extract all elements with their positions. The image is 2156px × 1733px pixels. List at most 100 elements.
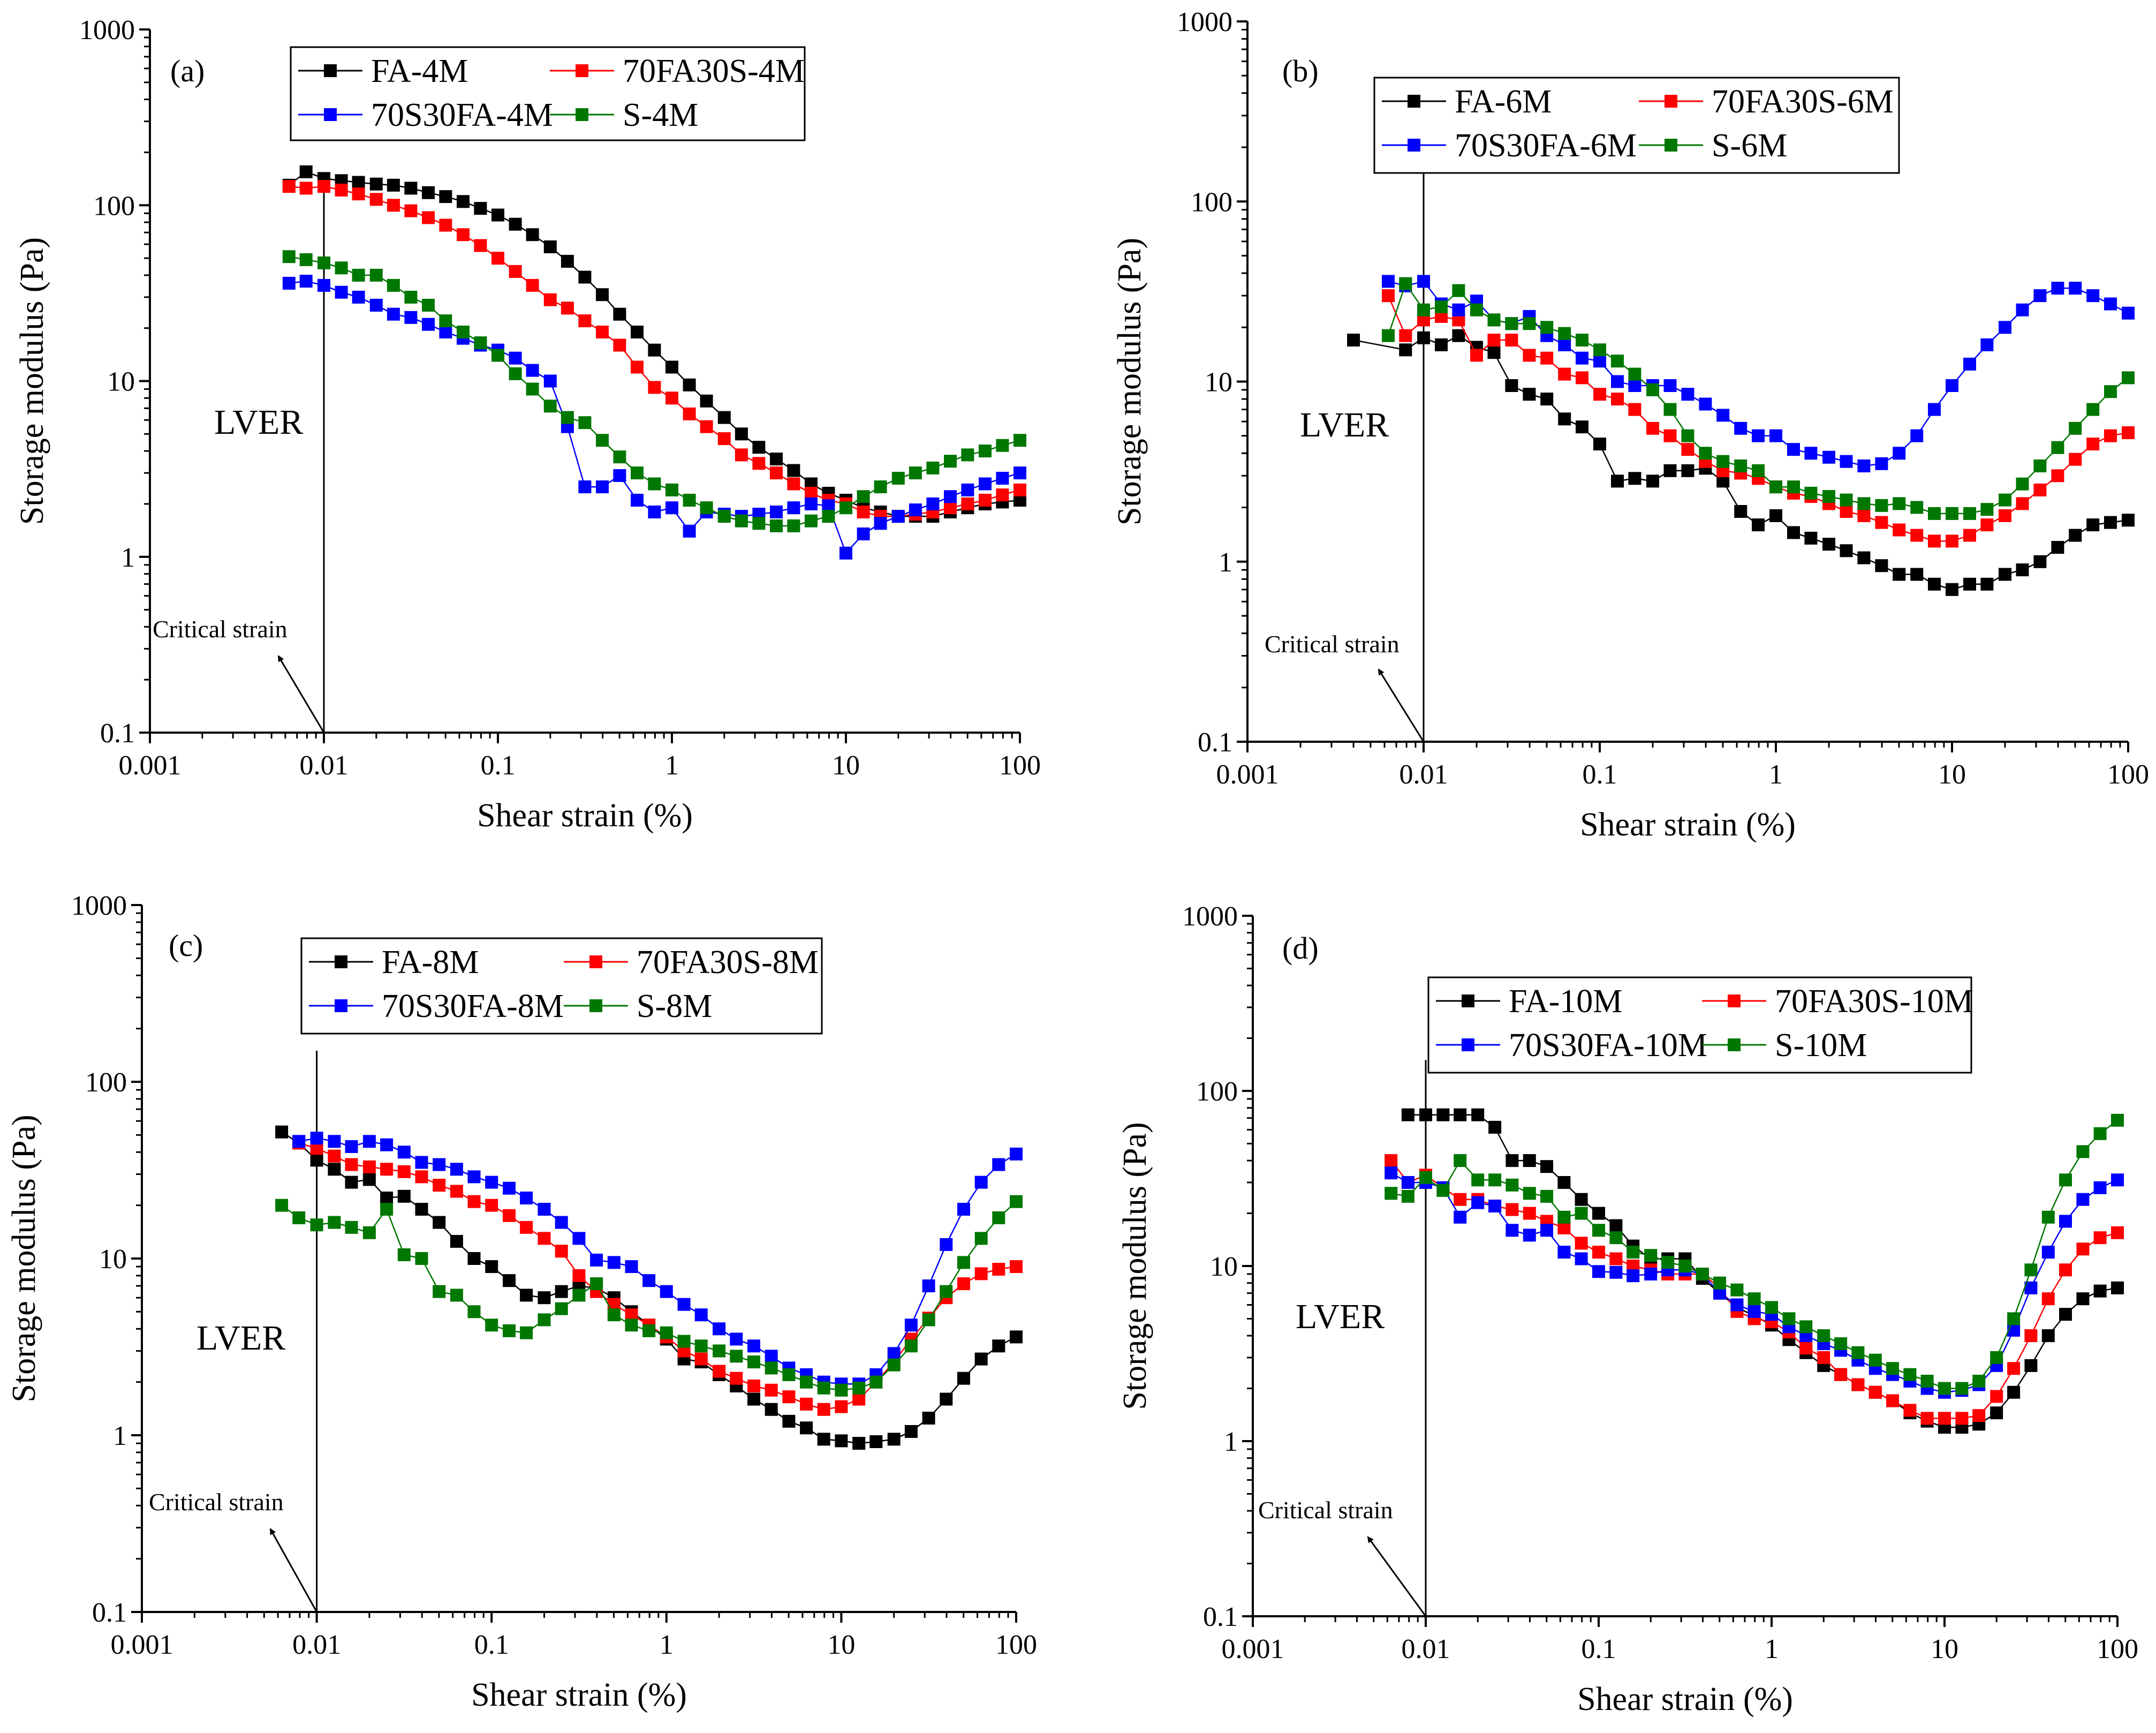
data-point [2093, 1231, 2107, 1245]
data-point [380, 1192, 394, 1204]
data-point [397, 1165, 411, 1178]
data-point [2059, 1173, 2072, 1187]
data-point [1875, 499, 1888, 512]
data-point [694, 1308, 708, 1322]
data-point [1928, 403, 1941, 416]
data-point [1817, 1329, 1830, 1343]
data-point [1576, 351, 1588, 365]
data-point [362, 1135, 376, 1148]
data-point [613, 307, 626, 321]
legend-marker [1462, 1038, 1474, 1051]
data-point [992, 1158, 1005, 1171]
data-point [590, 1277, 603, 1291]
data-point [1840, 544, 1853, 557]
series-70FA30S-10M [1385, 1154, 2124, 1425]
data-point [2007, 1323, 2021, 1337]
data-point [1452, 284, 1465, 297]
legend-marker [589, 955, 602, 968]
data-point [700, 501, 713, 515]
data-point [526, 228, 539, 242]
legend-label: 70S30FA-8M [382, 988, 564, 1024]
legend-entry: S-4M [550, 97, 698, 133]
data-point [648, 506, 661, 518]
data-point [415, 1170, 428, 1184]
data-point [1696, 1268, 1709, 1280]
data-point [874, 517, 887, 530]
legend: FA-10M 70FA30S-10M 70S30FA-10M S-10M [1427, 976, 1973, 1074]
data-point [765, 1383, 778, 1397]
data-point [1385, 1187, 1398, 1200]
data-point [450, 1163, 463, 1176]
lver-label: LVER [1300, 405, 1389, 444]
legend-marker [1728, 994, 1741, 1007]
x-axis-title: Shear strain (%) [477, 797, 693, 834]
data-point [2016, 477, 2029, 491]
legend-marker [335, 955, 347, 968]
data-point [1752, 464, 1765, 477]
data-point [1963, 529, 1976, 542]
data-point [787, 519, 800, 532]
data-point [596, 326, 609, 338]
data-point [1558, 327, 1571, 340]
data-point [1417, 303, 1430, 317]
x-tick-label: 0.001 [1216, 759, 1279, 790]
panel-label: (b) [1282, 54, 1319, 88]
y-tick-label: 1000 [79, 15, 135, 46]
legend-entry: 70FA30S-6M [1639, 84, 1894, 120]
data-point [648, 343, 661, 357]
data-point [2033, 289, 2047, 303]
data-point [2076, 1292, 2090, 1306]
x-tick-label: 10 [1931, 1634, 1958, 1664]
legend-marker [335, 999, 347, 1012]
data-point [944, 490, 957, 503]
data-point [1401, 1189, 1414, 1203]
series-line [1390, 1160, 2118, 1419]
data-point [474, 202, 487, 215]
data-point [2093, 1181, 2107, 1194]
data-point [922, 1313, 935, 1327]
data-point [397, 1146, 411, 1159]
data-point [282, 250, 296, 263]
legend-label: 70S30FA-10M [1509, 1027, 1707, 1064]
data-point [1980, 577, 1994, 591]
data-point [852, 1381, 866, 1395]
data-point [1452, 329, 1465, 342]
data-point [1893, 447, 1906, 460]
data-point [835, 1434, 848, 1448]
data-point [1609, 1252, 1623, 1265]
data-point [944, 501, 957, 515]
data-point [648, 477, 661, 491]
data-point [1540, 1224, 1553, 1237]
data-point [1382, 275, 1395, 288]
data-point [561, 411, 574, 424]
series-S-6M [1382, 277, 2135, 520]
data-point [2069, 453, 2082, 466]
data-point [439, 218, 452, 232]
data-point [345, 1176, 358, 1189]
data-point [352, 176, 365, 189]
data-point [352, 268, 365, 282]
data-point [1851, 1378, 1865, 1391]
data-point [1787, 443, 1800, 456]
data-point [1999, 493, 2011, 507]
data-point [909, 466, 922, 480]
data-point [1822, 450, 1835, 464]
data-point [992, 1339, 1005, 1353]
data-point [1972, 1375, 1986, 1388]
legend-marker [1462, 994, 1474, 1007]
x-tick-label: 0.01 [1399, 759, 1448, 790]
data-point [1748, 1292, 1761, 1306]
data-point [422, 298, 435, 312]
data-point [422, 211, 435, 224]
data-point [713, 1365, 726, 1378]
x-tick-label: 0.1 [481, 750, 516, 781]
data-point [538, 1291, 551, 1305]
data-point [2093, 1284, 2107, 1298]
data-point [1893, 568, 1906, 581]
legend-entry: 70FA30S-8M [564, 944, 819, 981]
data-point [1436, 1184, 1450, 1197]
data-point [1963, 507, 1976, 520]
data-point [2016, 563, 2029, 577]
data-point [660, 1326, 673, 1339]
legend-entry: FA-6M [1382, 84, 1552, 120]
